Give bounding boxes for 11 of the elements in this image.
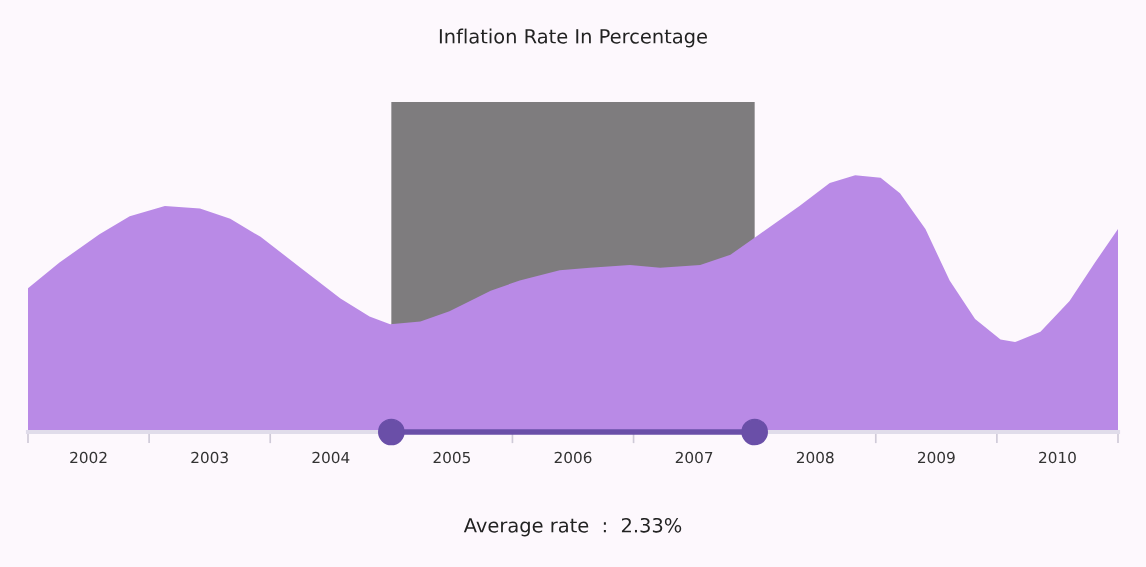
x-tick-label: 2005 [433, 451, 470, 464]
x-tick-label: 2010 [1039, 451, 1076, 464]
text: Average rate : 2.33% [463, 517, 682, 537]
x-tick-label: 2003 [191, 451, 228, 464]
x-tick-label: 2007 [675, 451, 713, 464]
chart-title: Inflation Rate In Percentage [439, 28, 707, 48]
x-tick-label: 2002 [70, 451, 107, 464]
x-tick-label: 2009 [918, 451, 955, 464]
x-tick-label: 2004 [312, 451, 350, 464]
x-tick-label: 2008 [796, 451, 834, 464]
x-tick-label: 2006 [554, 451, 592, 464]
